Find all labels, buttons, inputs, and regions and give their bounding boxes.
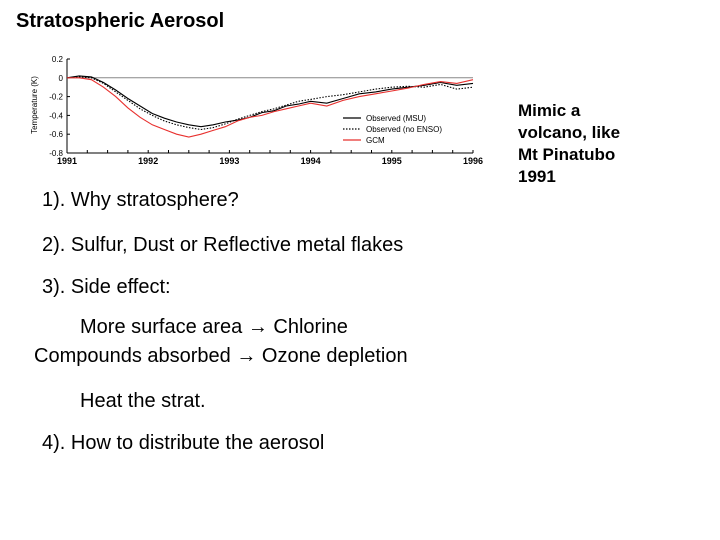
point-why-stratosphere: 1). Why stratosphere? [42,189,239,211]
series-line [66,76,474,131]
x-tick-label: 1991 [57,156,77,166]
legend-label: Observed (MSU) [366,114,426,123]
legend-label: Observed (no ENSO) [366,125,442,134]
side-note-line: Mt Pinatubo [518,145,616,164]
y-tick-label: 0 [59,74,64,83]
point-side-effect: 3). Side effect: [42,276,171,298]
legend-label: GCM [366,136,385,145]
x-tick-label: 1992 [138,156,158,166]
y-tick-label: -0.4 [49,111,63,120]
plot-area [66,59,474,154]
side-effect-chlorine: More surface area → Chlorine [80,316,348,338]
point-materials: 2). Sulfur, Dust or Reflective metal fla… [42,234,404,256]
y-tick-label: 0.2 [52,55,64,64]
side-note-line: volcano, like [518,123,621,142]
side-effect-ozone: Compounds absorbed → Ozone depletion [34,345,408,367]
x-tick-label: 1993 [219,156,239,166]
chart-legend: Observed (MSU) Observed (no ENSO) GCM [343,114,442,145]
side-note-line: 1991 [518,167,556,186]
x-tick-label: 1995 [382,156,402,166]
y-axis-label: Temperature (K) [30,76,39,134]
side-effect-heat: Heat the strat. [80,390,206,412]
side-note-line: Mimic a [518,101,581,120]
side-note: Mimic a volcano, like Mt Pinatubo 1991 [518,100,678,188]
y-tick-label: -0.2 [49,93,63,102]
temperature-chart: Temperature (K) 0.2 0 -0.2 -0.4 -0.6 -0.8 199… [25,55,485,178]
x-tick-label: 1996 [463,156,483,166]
x-tick-label: 1994 [301,156,321,166]
slide-title: Stratospheric Aerosol [16,10,225,32]
point-distribution: 4). How to distribute the aerosol [42,432,325,454]
y-tick-label: -0.6 [49,130,63,139]
chart-svg: Temperature (K) 0.2 0 -0.2 -0.4 -0.6 -0.8 199… [25,55,485,173]
series-line [67,77,474,138]
y-tick-label: -0.8 [49,149,63,158]
